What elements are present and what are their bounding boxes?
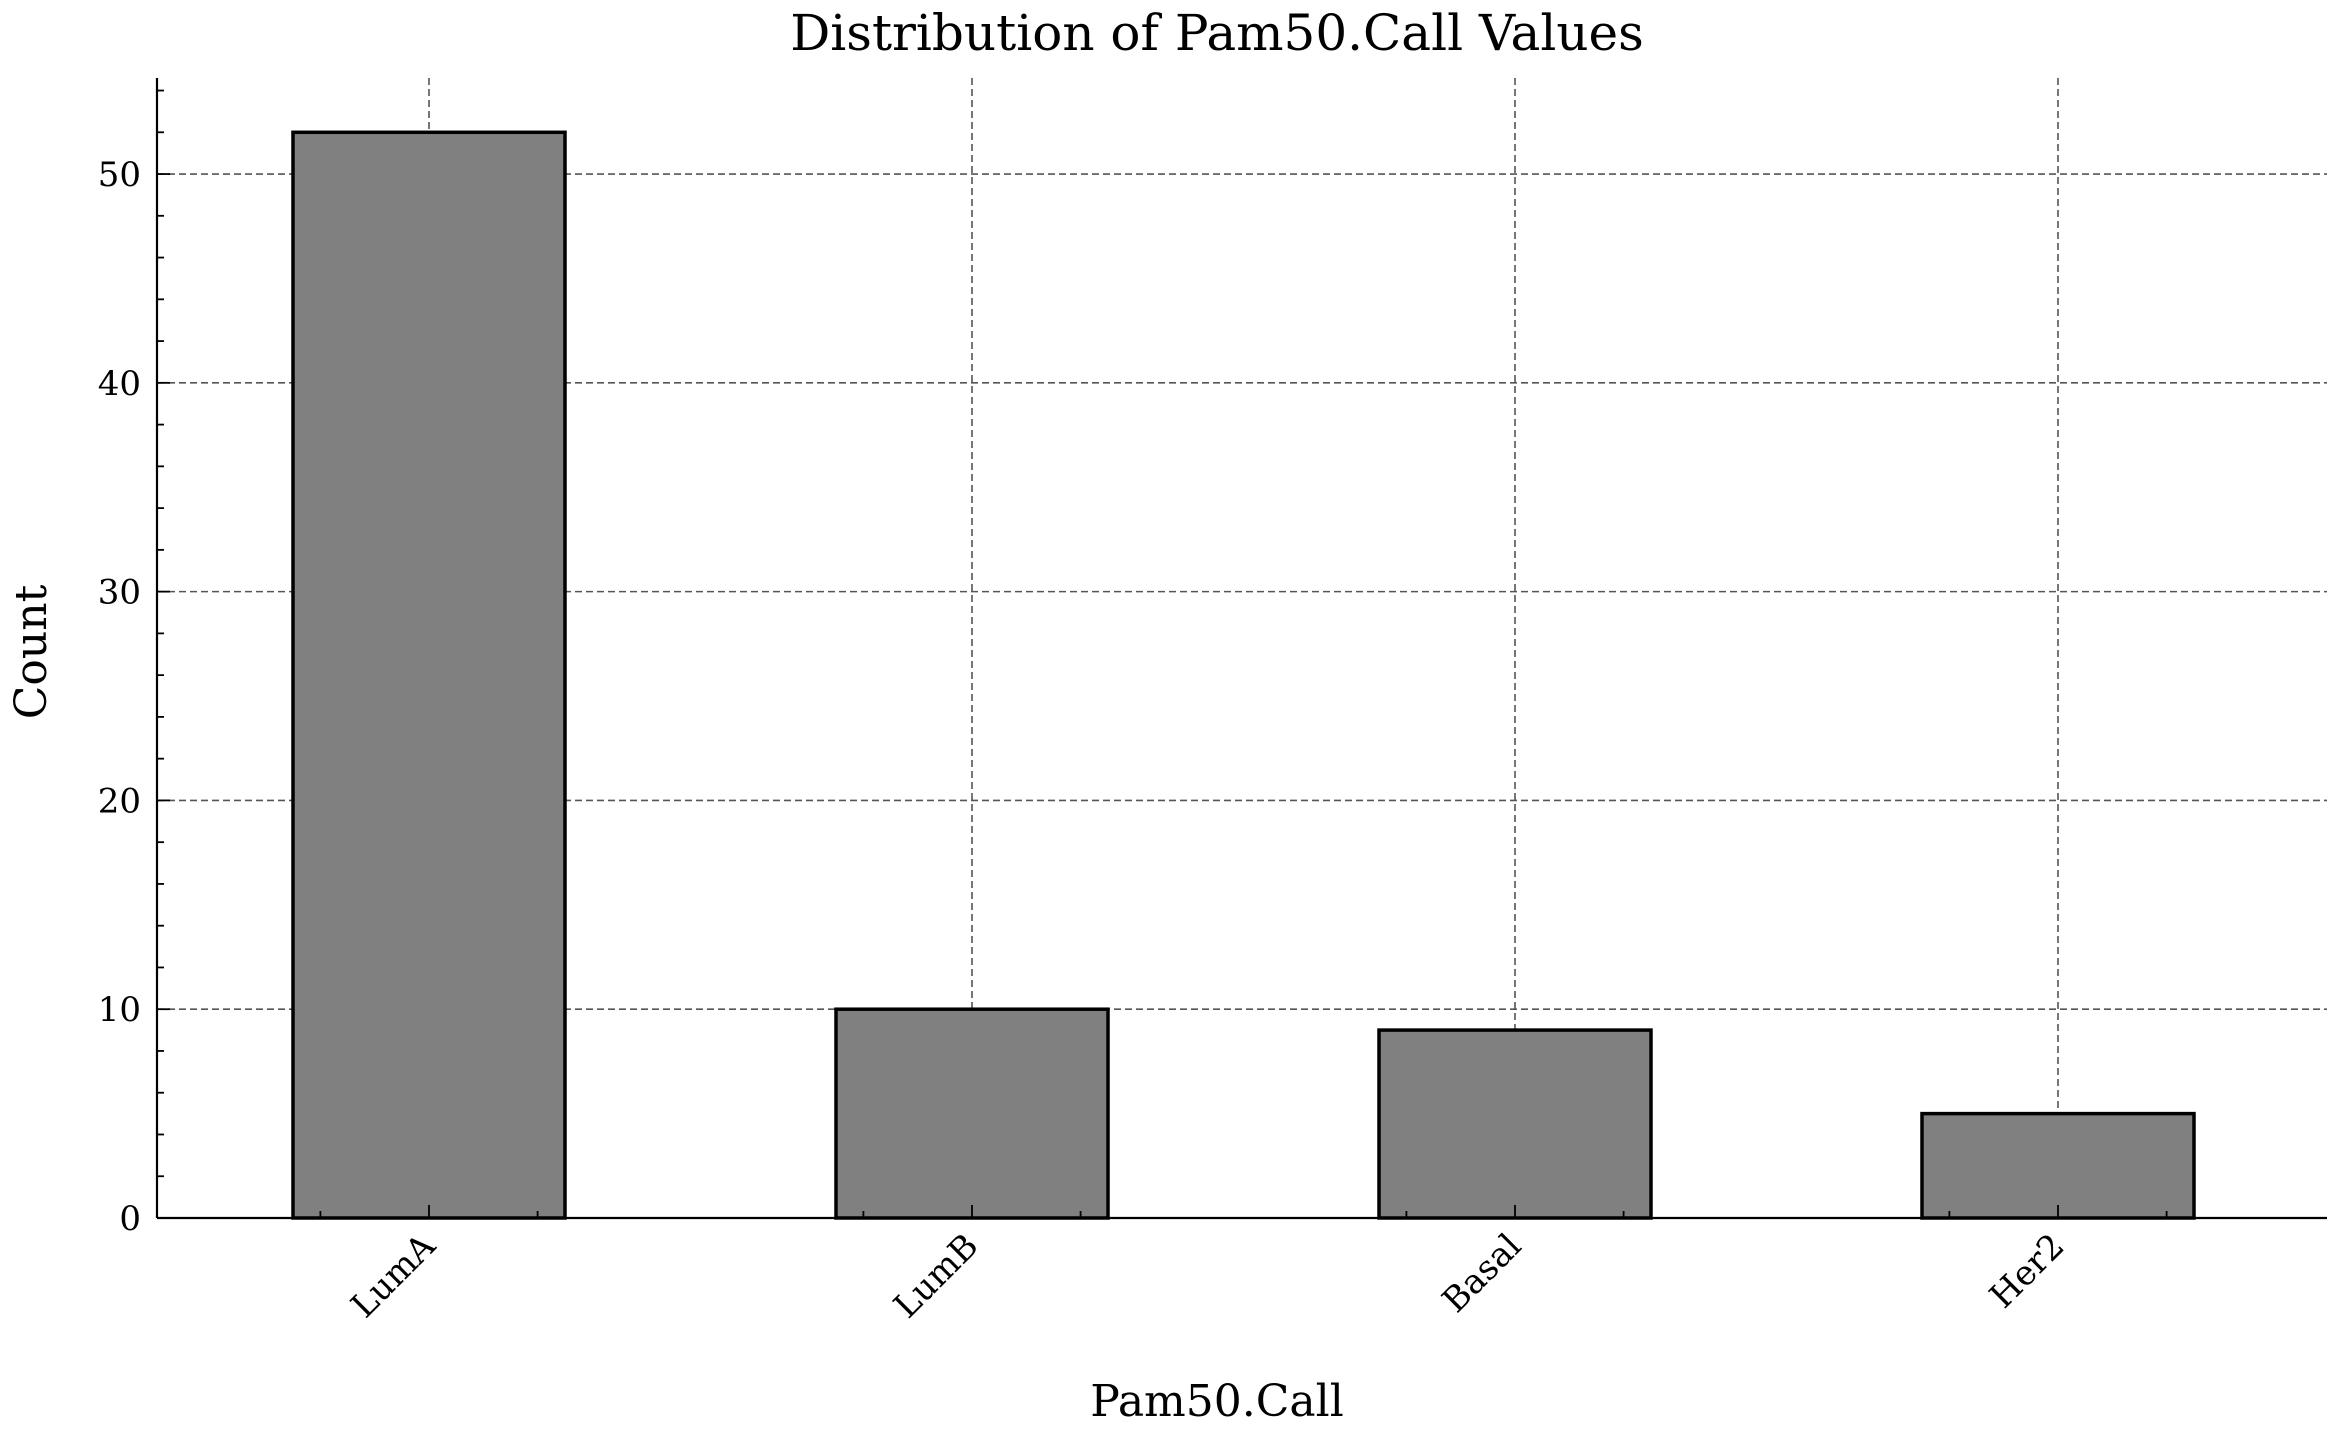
x-tick-label-luma: LumA xyxy=(343,1226,443,1326)
axes-layer xyxy=(155,78,2327,1220)
y-tick-label: 0 xyxy=(119,1199,141,1239)
y-axis-label: Count xyxy=(6,584,57,719)
x-tick-label-lumb: LumB xyxy=(886,1226,986,1326)
bars-layer xyxy=(291,130,2196,1220)
bar-basal xyxy=(1377,1028,1653,1220)
bar-lumb xyxy=(834,1007,1110,1220)
x-tick-label-her2: Her2 xyxy=(1982,1226,2072,1316)
x-axis-label: Pam50.Call xyxy=(1090,1376,1344,1427)
y-tick-label: 10 xyxy=(98,990,141,1030)
y-tick-label: 50 xyxy=(98,155,141,195)
y-tick-label: 30 xyxy=(98,573,141,613)
chart-title: Distribution of Pam50.Call Values xyxy=(790,4,1644,62)
y-tick-label: 40 xyxy=(98,364,141,404)
x-tick-label-basal: Basal xyxy=(1435,1226,1530,1321)
bar-luma xyxy=(291,130,567,1220)
y-tick-label: 20 xyxy=(98,781,141,821)
bar-her2 xyxy=(1920,1111,2196,1220)
